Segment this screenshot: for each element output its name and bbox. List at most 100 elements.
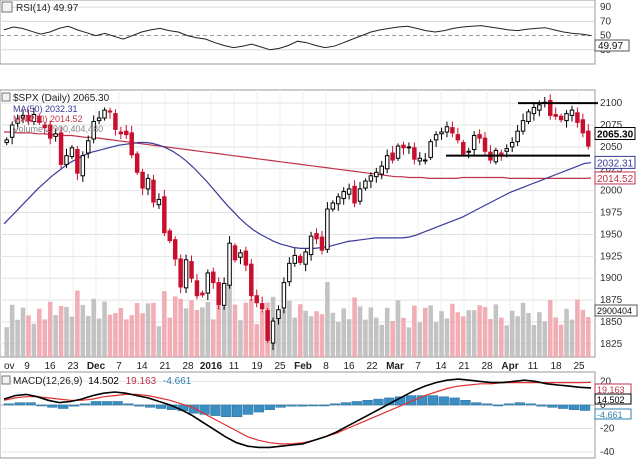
volume-bar [335,321,341,357]
histogram-bar [145,404,156,408]
volume-bar [156,326,162,357]
histogram-bar [569,404,580,410]
date-tick-label: 14 [435,361,447,372]
macd-legend-text: MACD(12,26,9) 14.502 19.163 -4.661 [13,376,192,387]
volume-bar [15,319,20,357]
candle-body [58,132,64,165]
legend-ma50: MA(50) 2032.31 [13,104,78,114]
candle-body [515,130,520,143]
volume-bar [113,313,118,357]
volume-bar [569,319,575,357]
candle-body [390,152,395,161]
candle-body [499,152,504,155]
candle-body [4,139,9,144]
candle-body [167,230,173,242]
volume-bar [509,310,515,357]
volume-bar [254,324,260,357]
date-tick-label: 11 [528,361,539,372]
price-title: $SPX (Daily) 2065.30 [13,93,110,104]
volume-bar [412,305,417,357]
histogram-bar [36,404,47,407]
candle-body [401,144,406,149]
candle-body [461,142,466,155]
volume-bar [401,317,406,357]
candle-body [531,107,537,115]
candle-body [276,309,281,319]
histogram-bar [79,403,91,406]
volume-bar [580,309,586,357]
volume-bar [259,310,265,357]
candle-body [406,146,412,149]
price-axis: 2100 2075 2050 2025 2000 1975 1950 1925 1900 1875… [600,98,623,350]
histogram-bar [264,404,275,410]
histogram-bar [373,398,384,406]
volume-bar [107,314,113,357]
candle-body [422,159,428,162]
volume-bar [151,302,156,357]
volume-bar [406,327,412,357]
histogram-bar [112,401,123,406]
histogram-bar [25,402,36,406]
volume-bar [325,282,330,357]
histogram-bar [297,404,308,407]
macd-axis: 20 0 -20 -40 [600,376,615,458]
volume-bar [450,303,455,357]
histogram-bar [188,404,199,414]
candle-body [374,171,379,178]
volume-bar [189,300,194,357]
volume-bar [183,308,189,357]
candle-body [129,132,134,156]
macd-swatch-icon [1,375,11,385]
volume-bar [172,296,178,357]
histogram-bar [90,401,101,406]
price-tick-label: 2000 [600,186,623,197]
candle-body [450,127,455,134]
histogram-bar [558,404,569,409]
histogram-bar [14,402,25,406]
candle-body [189,261,194,279]
volume-bar [134,303,140,357]
date-tick-label: 2016 [200,361,223,372]
macd-title: MACD(12,26,9) [13,376,82,387]
date-tick-label: 21 [458,361,470,372]
volume-bar [575,299,580,357]
histogram-bar [242,404,254,415]
candle-body [107,110,113,113]
volume-bar [341,308,346,357]
candle-body [178,258,183,288]
date-tick-label: 14 [136,361,148,372]
candle-body [113,113,118,130]
candle-body [238,252,243,258]
volume-bar [477,305,482,357]
volume-bar [145,303,151,357]
candle-body [564,113,569,122]
volume-bar [80,305,86,357]
candle-body [537,104,542,111]
candle-body [336,196,341,205]
candle-body [9,124,15,138]
volume-bar [102,301,107,357]
candle-body [303,251,308,265]
volume-bar [205,302,211,357]
volume-bar [585,317,591,357]
candle-body [379,165,384,175]
volume-bar [47,301,53,357]
macd-tag-histogram: -4.661 [597,410,623,420]
histogram-bar [449,397,460,406]
candle-body [417,157,423,162]
histogram-bar [253,404,265,413]
histogram-bar [460,400,471,406]
macd-tag-macd: 14.502 [597,395,625,405]
candle-body [37,115,42,123]
volume-bar [357,306,363,357]
histogram-bar [123,403,134,406]
volume-value-text: 2900404 [597,306,632,316]
candle-body [42,124,48,129]
rsi-panel: RSI(14) 49.97 90705030 49.97 [0,0,630,65]
price-panel: $SPX (Daily) 2065.30 MA(50) 2032.31 MA(2… [0,89,638,358]
candle-body [547,100,553,116]
volume-bar [20,307,26,357]
rsi-gridlines [0,6,595,51]
rsi-line [3,25,592,51]
candle-body [232,245,238,261]
